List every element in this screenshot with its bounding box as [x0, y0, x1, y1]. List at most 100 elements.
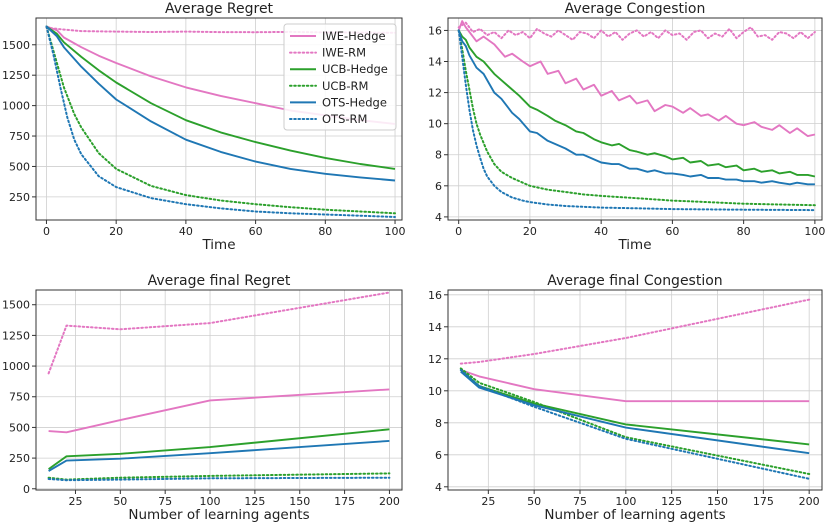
series-line-iwe-hedge [48, 388, 390, 434]
y-tick-label: 1000 [2, 100, 30, 113]
plot-frame [35, 17, 403, 221]
y-tick-label: 750 [9, 130, 30, 143]
y-tick-label: 12 [428, 353, 442, 366]
series-line-ots-hedge [460, 370, 810, 455]
y-tick-label: 16 [428, 289, 442, 302]
x-tick-label: 60 [665, 225, 679, 238]
x-tick-label: 80 [318, 225, 332, 238]
y-tick-label: 8 [435, 417, 442, 430]
y-tick-label: 6 [435, 180, 442, 193]
y-tick-label: 1500 [2, 299, 30, 312]
chart-title: Average Regret [165, 1, 274, 17]
legend-label-ots-rm: OTS-RM [322, 112, 367, 126]
y-tick-label: 1500 [2, 39, 30, 52]
series-line-ucb-rm [459, 367, 811, 475]
legend: IWE-Hedge IWE-RM UCB-Hedge UCB-RM OTS-Hedge O… [283, 23, 397, 131]
legend-label-iwe-rm: IWE-RM [322, 46, 366, 60]
x-tick-label: 75 [158, 495, 172, 508]
y-tick-label: 12 [428, 87, 442, 100]
series-line-iwe-rm [457, 21, 816, 41]
x-tick-label: 100 [615, 495, 636, 508]
series-line-iwe-rm [459, 298, 811, 365]
y-tick-label: 8 [435, 149, 442, 162]
x-tick-label: 175 [753, 495, 774, 508]
series-line-ots-rm [45, 25, 396, 218]
y-tick-label: 6 [435, 449, 442, 462]
y-tick-label: 1000 [2, 360, 30, 373]
x-axis-label: Time [617, 237, 651, 253]
series-group [457, 20, 816, 212]
chart-average-final-regret: 25 50 75 100 125 150 175 200 0 250 500 750 1000 1250 1… [2, 273, 403, 522]
y-tick-label: 500 [9, 421, 30, 434]
x-tick-label: 200 [379, 495, 400, 508]
x-axis-label: Time [201, 237, 235, 253]
chart-title: Average final Congestion [547, 273, 722, 289]
x-axis-label: Number of learning agents [544, 507, 725, 522]
series-group [459, 298, 811, 480]
y-tick-label: 0 [23, 483, 30, 496]
series-line-ots-rm [47, 476, 391, 482]
x-tick-label: 175 [334, 495, 355, 508]
y-tick-label: 750 [9, 391, 30, 404]
x-tick-label: 50 [527, 495, 541, 508]
x-tick-label: 100 [804, 225, 825, 238]
x-tick-label: 100 [385, 225, 406, 238]
x-tick-label: 60 [249, 225, 263, 238]
series-line-iwe-rm [47, 291, 391, 375]
x-tick-label: 100 [200, 495, 221, 508]
legend-label-ucb-rm: UCB-RM [322, 79, 368, 93]
y-tick-label: 1250 [2, 69, 30, 82]
x-tick-label: 50 [113, 495, 127, 508]
y-tick-label: 4 [435, 481, 442, 494]
y-tick-label: 14 [428, 321, 442, 334]
y-tick-label: 10 [428, 118, 442, 131]
chart-title: Average final Regret [148, 273, 291, 289]
chart-average-congestion: 0 20 40 60 80 100 4 6 8 10 12 14 16 Average Congestio… [428, 1, 825, 253]
y-tick-label: 14 [428, 56, 442, 69]
y-tick-label: 4 [435, 211, 442, 224]
chart-average-regret: 0 20 40 60 80 100 250 500 750 1000 1250 1500 Average… [2, 1, 406, 253]
x-tick-label: 20 [109, 225, 123, 238]
series-line-ucb-hedge [48, 428, 390, 470]
x-tick-label: 40 [594, 225, 608, 238]
y-tick-label: 250 [9, 452, 30, 465]
chart-average-final-congestion: 25 50 75 100 125 150 175 200 4 6 8 10 12 14 16 Average … [428, 273, 823, 522]
series-line-ucb-hedge [45, 25, 396, 170]
series-line-ots-rm [457, 29, 816, 212]
y-tick-label: 16 [428, 24, 442, 37]
series-line-ots-hedge [45, 25, 396, 182]
plot-frame [447, 17, 823, 221]
x-tick-label: 25 [68, 495, 82, 508]
x-tick-label: 0 [43, 225, 50, 238]
series-line-ucb-hedge [457, 29, 816, 178]
x-axis-label: Number of learning agents [128, 507, 309, 522]
legend-box [283, 23, 397, 131]
x-tick-label: 25 [481, 495, 495, 508]
legend-label-iwe-hedge: IWE-Hedge [322, 29, 386, 43]
chart-title: Average Congestion [565, 1, 706, 17]
series-line-ucb-rm [47, 472, 391, 481]
series-line-ucb-rm [457, 29, 816, 207]
series-line-ots-hedge [457, 30, 815, 186]
x-tick-label: 40 [179, 225, 193, 238]
series-line-ots-rm [459, 369, 811, 480]
series-line-ots-hedge [48, 439, 390, 472]
x-tick-label: 20 [523, 225, 537, 238]
x-tick-label: 150 [707, 495, 728, 508]
series-group [47, 291, 391, 482]
legend-label-ucb-hedge: UCB-Hedge [322, 62, 388, 76]
x-tick-label: 0 [455, 225, 462, 238]
y-tick-label: 10 [428, 385, 442, 398]
series-line-ucb-hedge [460, 369, 810, 446]
x-tick-label: 75 [573, 495, 587, 508]
plot-frame [447, 289, 823, 491]
x-tick-label: 125 [661, 495, 682, 508]
y-tick-label: 1250 [2, 329, 30, 342]
series-line-iwe-hedge [457, 20, 816, 138]
x-tick-label: 200 [799, 495, 820, 508]
y-tick-label: 250 [9, 191, 30, 204]
x-tick-label: 125 [244, 495, 265, 508]
legend-label-ots-hedge: OTS-Hedge [322, 95, 387, 109]
y-tick-label: 500 [9, 160, 30, 173]
